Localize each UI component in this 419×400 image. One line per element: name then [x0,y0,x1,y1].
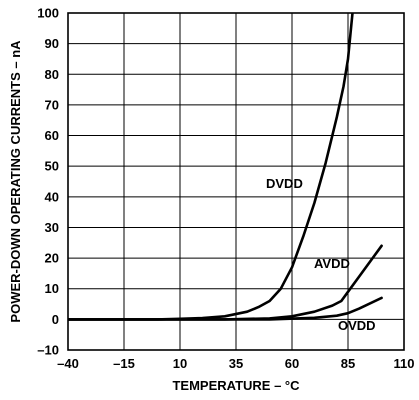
x-axis-title: TEMPERATURE – °C [172,378,300,393]
y-axis-title: POWER-DOWN OPERATING CURRENTS – nA [8,40,23,323]
y-tick-label: 0 [52,312,59,327]
series-label-avdd: AVDD [314,256,350,271]
y-tick-label: 80 [45,67,59,82]
y-tick-label: 90 [45,36,59,51]
y-tick-label: 40 [45,189,59,204]
plot-frame [67,12,405,351]
tick-labels: –40 –15 10 35 60 85 110 –10 0 10 20 30 40 50 60 70 80 90 1… [37,6,414,372]
x-tick-label: 35 [229,356,243,371]
x-tick-label: –40 [57,356,79,371]
series-label-ovdd: OVDD [338,318,376,333]
grid [68,13,404,350]
x-tick-label: 110 [394,356,415,371]
y-tick-label: 30 [45,220,59,235]
y-tick-label: 70 [45,97,59,112]
y-tick-label: –10 [37,343,59,358]
series-line-ovdd [68,296,383,321]
x-tick-label: –15 [113,356,135,371]
series-label-dvdd: DVDD [266,176,303,191]
y-tick-label: 50 [45,159,59,174]
y-tick-label: 10 [45,281,59,296]
y-tick-label: 20 [45,251,59,266]
y-tick-label: 100 [37,6,59,21]
series-layer [68,13,383,321]
series-labels: DVDD AVDD OVDD [266,176,376,333]
x-tick-label: 85 [341,356,355,371]
y-tick-label: 60 [45,128,59,143]
x-tick-label: 10 [173,356,187,371]
x-tick-label: 60 [285,356,299,371]
